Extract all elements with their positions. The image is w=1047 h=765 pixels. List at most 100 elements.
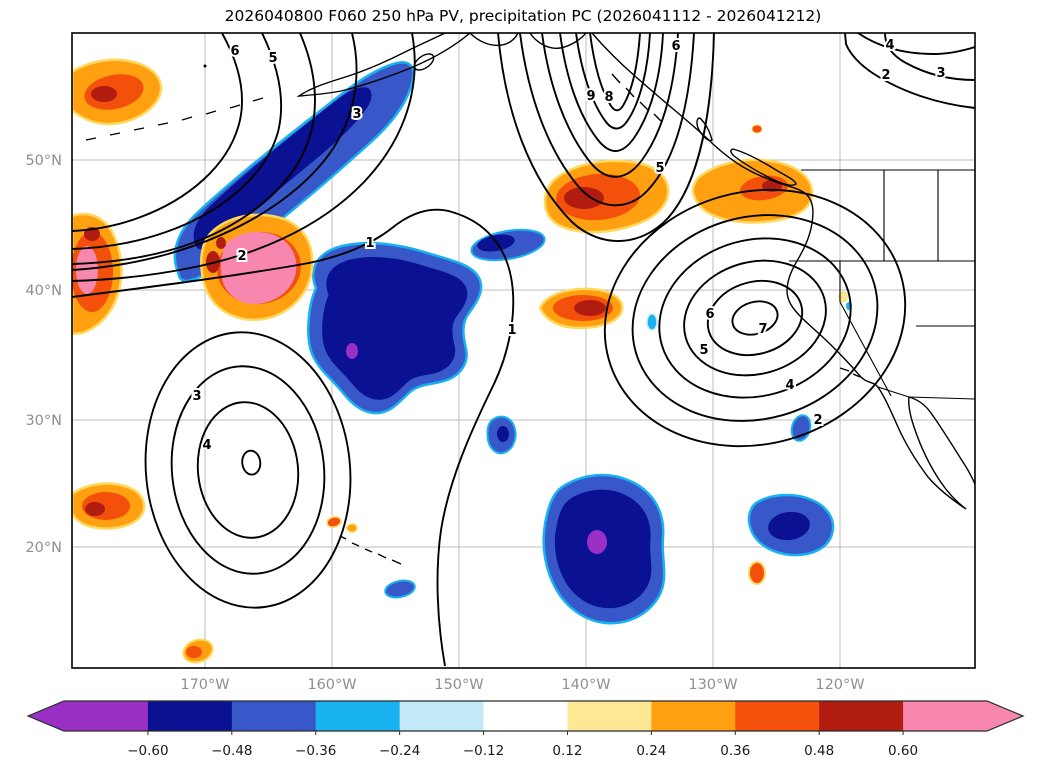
contour-label: 6 [671,39,680,54]
state-borders [789,169,975,400]
contour-label: 9 [586,89,595,104]
alaska-peninsula [296,33,472,97]
x-tick-label: 130°W [688,677,737,693]
contour-label: 7 [758,322,767,337]
positive-anomaly-sw [72,482,146,530]
positive-anomaly-speck [838,291,848,303]
contour-label: 6 [705,307,714,322]
closed-vortex-east [603,188,907,448]
contour-line [519,33,695,207]
positive-anomaly-small [748,561,766,585]
contour-label: 3 [936,66,945,81]
x-tick-label: 150°W [434,677,483,693]
colorbar-segment [567,701,652,731]
positive-anomaly-pink-core [200,213,314,322]
hawaiian-islands [339,535,402,565]
negative-anomaly-tiny [646,313,658,331]
contour-label: 5 [699,343,708,358]
colorbar-segment [64,701,149,731]
contour-label: 5 [655,161,664,176]
negative-anomaly-east [747,493,835,557]
colorbar-segment [399,701,485,731]
contour-label: 3 [192,389,201,404]
contour-line [844,33,975,109]
colorbar-tick-label: −0.48 [211,743,252,759]
contour-label: 4 [202,438,211,453]
contour-label: 5 [268,51,277,66]
x-tick-label: 170°W [180,677,229,693]
colorbar-segment [231,701,317,731]
contour-line [72,33,358,271]
colorbar-segment [651,701,736,731]
closed-low-southwest [144,331,352,609]
contour-labels: 6 5 3 2 1 1 9 8 5 6 4 2 3 3 4 2 4 5 6 7 [190,36,947,455]
contour-line [559,33,664,152]
contour-line-pv1 [72,208,515,667]
colorbar-tick-label: 0.36 [720,743,750,759]
colorbar-tick-label: 0.12 [552,743,582,759]
y-tick-label: 30°N [25,413,62,429]
contour-line [589,33,641,112]
colorbar-left-arrow [28,701,64,731]
positive-anomaly-bottom [182,638,214,664]
figure-title: 2026040800 F060 250 hPa PV, precipitatio… [225,7,822,25]
contour-line [72,33,243,232]
contour-line [72,33,283,250]
y-tick-label: 40°N [25,283,62,299]
vancouver-island [730,148,797,186]
alaska-bays [469,33,587,49]
aleutian-islands [85,97,264,141]
coastline-layer [85,33,975,565]
positive-anomaly-near-hawaii [326,516,358,533]
colorbar-tick-label: −0.36 [295,743,336,759]
contour-line [541,33,679,178]
x-axis-tick-labels: 170°W 160°W 150°W 140°W 130°W 120°W [180,677,864,693]
colorbar-right-arrow [987,701,1023,731]
y-tick-label: 20°N [25,540,62,556]
contour-line [884,33,975,81]
colorbar-outline [26,700,1025,732]
negative-anomaly-tiny [384,579,416,599]
colorbar-segment [483,701,568,731]
contour-label: 8 [604,90,613,105]
colorbar-segment [315,701,401,731]
colorbar-tick-label: 0.24 [636,743,666,759]
contour-label: 3 [352,107,361,122]
pribilof-island [203,64,207,68]
colorbar-tick-label: 0.60 [888,743,918,759]
contour-label: 2 [813,413,822,428]
colorbar-tick-label: −0.12 [463,743,504,759]
plot-border [71,32,976,669]
colorbar-segment [735,701,820,731]
haida-gwaii [696,117,713,142]
contour-layer [72,33,975,667]
positive-anomaly-nw [72,58,163,126]
colorbar-tick-label: 0.48 [804,743,834,759]
negative-anomaly-small-mid [486,415,517,455]
negative-anomaly-hawaii-se [542,473,666,625]
contour-label: 1 [507,323,516,338]
contour-label: 2 [237,249,246,264]
contour-line [72,33,416,282]
x-tick-label: 160°W [307,677,356,693]
colorbar-segment [819,701,904,731]
north-america-coastline [591,33,975,510]
positive-anomaly-mid [538,287,624,330]
x-tick-label: 140°W [561,677,610,693]
x-tick-label: 120°W [815,677,864,693]
colorbar-tick-label: −0.60 [127,743,168,759]
channel-islands [839,367,861,378]
contour-line [575,33,651,130]
colorbar-segment [147,701,233,731]
colorbar-tick-label: −0.24 [379,743,420,759]
contour-label: 4 [885,38,894,53]
negative-anomaly-small-ne [470,228,546,262]
contour-line [857,33,975,55]
contour-label: 6 [230,44,239,59]
contour-line [72,33,316,265]
colorbar: −0.60 −0.48 −0.36 −0.24 −0.12 0.12 0.24 0.36 0.4… [26,700,1025,759]
contour-label: 1 [365,236,374,251]
